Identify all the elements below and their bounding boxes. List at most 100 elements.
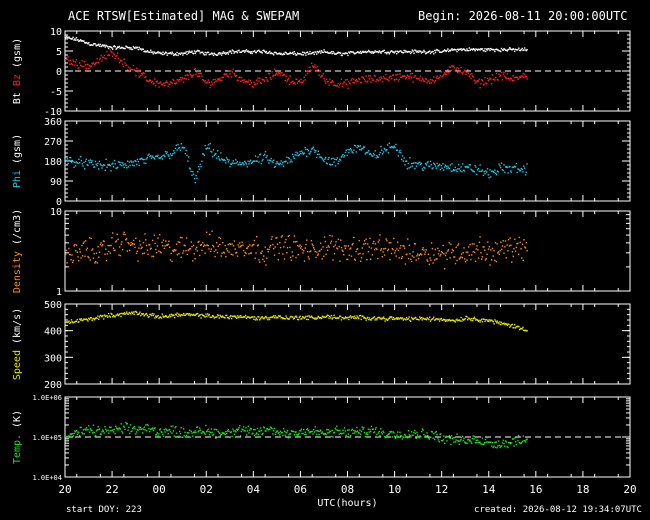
data-point bbox=[134, 246, 136, 249]
data-point bbox=[69, 37, 71, 39]
data-point bbox=[512, 166, 514, 168]
data-point bbox=[433, 254, 435, 256]
data-point bbox=[273, 248, 275, 250]
data-point bbox=[404, 263, 407, 265]
data-point bbox=[221, 315, 224, 317]
data-point bbox=[118, 161, 121, 163]
data-point bbox=[286, 430, 289, 432]
data-point bbox=[343, 427, 346, 429]
data-point bbox=[293, 235, 296, 237]
data-point bbox=[365, 433, 367, 435]
data-point bbox=[241, 428, 243, 430]
data-point bbox=[339, 315, 342, 317]
data-point bbox=[428, 165, 430, 167]
data-point bbox=[146, 249, 149, 251]
data-point bbox=[122, 164, 125, 166]
data-point bbox=[93, 43, 95, 45]
data-point bbox=[231, 315, 234, 317]
data-point bbox=[142, 242, 145, 244]
data-point bbox=[476, 169, 479, 171]
data-point bbox=[525, 49, 527, 52]
data-point bbox=[98, 251, 101, 253]
data-point bbox=[451, 48, 453, 50]
data-point bbox=[448, 167, 450, 169]
data-point bbox=[507, 446, 509, 449]
data-point bbox=[509, 47, 511, 49]
data-point bbox=[405, 319, 407, 321]
data-point bbox=[460, 256, 462, 258]
data-point bbox=[83, 241, 85, 243]
data-point bbox=[301, 318, 303, 320]
data-point bbox=[327, 158, 329, 160]
data-point bbox=[320, 50, 323, 52]
data-point bbox=[159, 157, 162, 159]
data-point bbox=[104, 253, 106, 255]
data-point bbox=[425, 164, 428, 166]
data-point bbox=[142, 72, 144, 74]
data-point bbox=[91, 319, 93, 322]
data-point bbox=[514, 250, 517, 252]
data-point bbox=[241, 80, 243, 82]
data-point bbox=[514, 76, 516, 79]
data-point bbox=[484, 438, 487, 441]
data-point bbox=[367, 316, 369, 319]
data-point bbox=[512, 48, 514, 50]
data-point bbox=[212, 433, 215, 436]
data-point bbox=[405, 317, 408, 319]
data-point bbox=[458, 258, 460, 260]
data-point bbox=[496, 79, 499, 81]
data-point bbox=[469, 439, 471, 441]
data-point bbox=[85, 158, 87, 160]
data-point bbox=[135, 46, 137, 48]
data-point bbox=[155, 81, 158, 83]
data-point bbox=[85, 249, 88, 251]
data-point bbox=[403, 436, 405, 438]
data-point bbox=[111, 429, 113, 432]
data-point bbox=[292, 82, 295, 85]
data-point bbox=[329, 52, 331, 54]
data-point bbox=[477, 80, 480, 82]
data-point bbox=[199, 244, 202, 247]
data-point bbox=[201, 75, 203, 78]
data-point bbox=[380, 76, 382, 78]
data-point bbox=[372, 317, 374, 319]
data-point bbox=[294, 83, 296, 85]
data-point bbox=[424, 318, 427, 320]
data-point bbox=[464, 49, 466, 51]
data-point bbox=[268, 51, 270, 54]
data-point bbox=[410, 320, 412, 322]
data-point bbox=[323, 78, 325, 80]
data-point bbox=[503, 443, 505, 445]
data-point bbox=[469, 243, 471, 246]
data-point bbox=[92, 248, 94, 250]
data-point bbox=[449, 50, 452, 52]
data-point bbox=[113, 54, 116, 56]
data-point bbox=[315, 69, 318, 72]
data-point bbox=[416, 78, 418, 80]
data-point bbox=[490, 319, 492, 321]
data-point bbox=[420, 254, 423, 256]
data-point bbox=[343, 81, 345, 83]
data-point bbox=[373, 431, 376, 433]
data-point bbox=[190, 51, 192, 53]
data-point bbox=[77, 67, 79, 69]
data-point bbox=[309, 316, 311, 318]
data-point bbox=[66, 262, 68, 264]
data-point bbox=[357, 145, 359, 147]
data-point bbox=[296, 52, 299, 54]
data-point bbox=[367, 433, 369, 436]
data-point bbox=[324, 80, 326, 82]
data-point bbox=[150, 51, 153, 53]
data-point bbox=[185, 51, 187, 53]
data-point bbox=[426, 317, 428, 319]
data-point bbox=[211, 81, 213, 83]
data-point bbox=[355, 250, 357, 253]
data-point bbox=[507, 239, 510, 241]
data-point bbox=[278, 72, 280, 74]
data-point bbox=[467, 72, 470, 74]
data-point bbox=[475, 248, 477, 250]
data-point bbox=[244, 430, 246, 432]
data-point bbox=[246, 50, 248, 53]
data-point bbox=[429, 165, 431, 168]
data-point bbox=[425, 78, 428, 80]
